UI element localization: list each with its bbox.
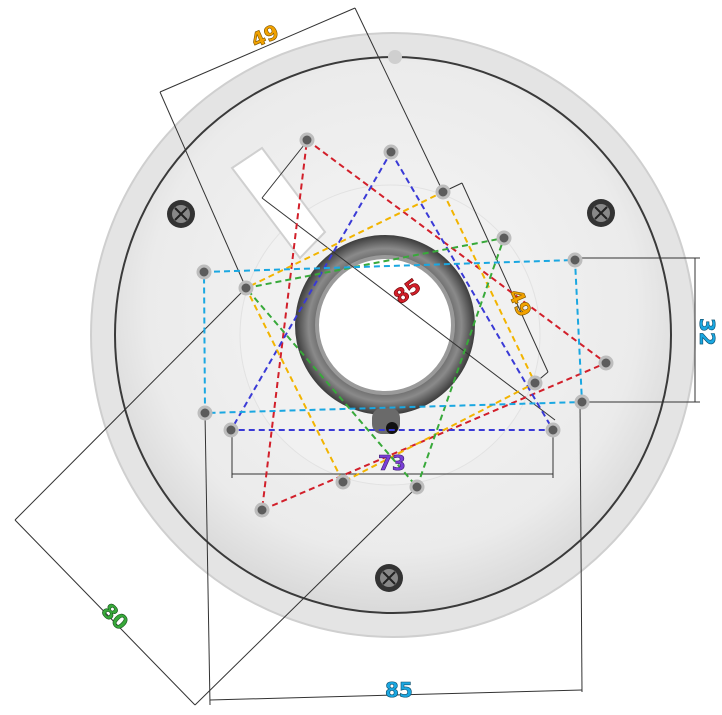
dim-label-bottom-85: 85	[385, 678, 413, 702]
mounting-hole-icon	[196, 132, 614, 518]
dim-label-73: 73	[378, 451, 406, 475]
orange-square-pattern	[244, 190, 537, 484]
cable-slot	[230, 146, 327, 260]
green-triangle-pattern	[244, 236, 506, 489]
dim-label-80: 80	[97, 598, 134, 635]
center-hole	[315, 255, 455, 395]
dim-label-32: 32	[695, 318, 719, 346]
top-notch	[388, 50, 402, 64]
screw-icon	[587, 199, 615, 227]
blue-triangle-pattern	[229, 150, 555, 431]
center-notch-hole	[386, 422, 398, 434]
screw-icon	[375, 564, 403, 592]
dimension-lines	[14, 7, 700, 706]
dim-label-top-49: 49	[247, 19, 282, 52]
screw-icon	[167, 200, 195, 228]
